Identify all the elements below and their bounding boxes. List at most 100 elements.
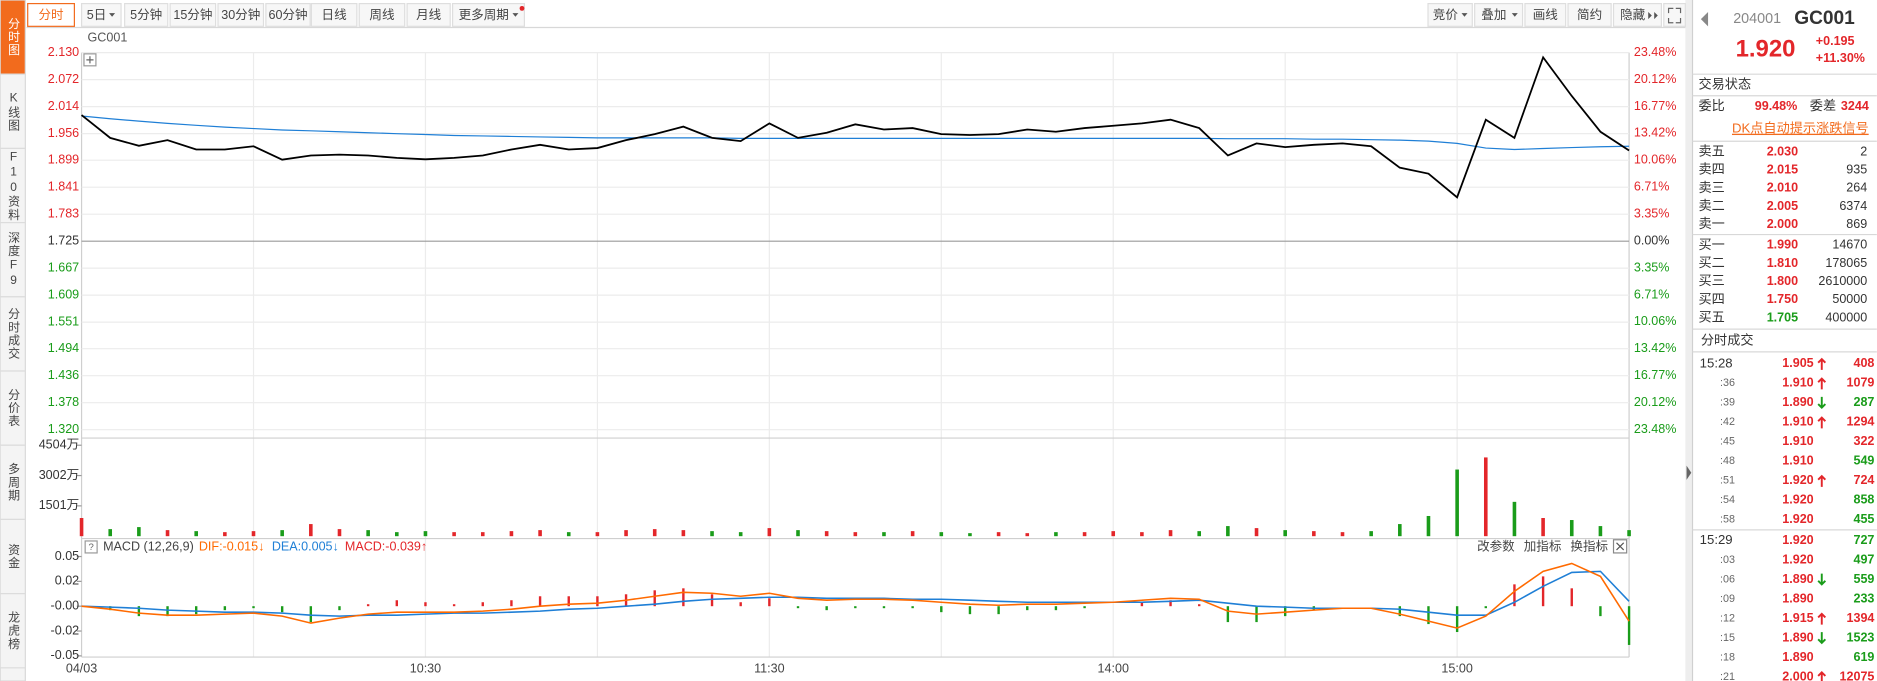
indicator-button[interactable]: 换指标 xyxy=(1570,539,1608,553)
period-button[interactable] xyxy=(80,2,122,27)
trade-arrow xyxy=(1817,396,1827,409)
period-button-label[interactable]: 15分钟 xyxy=(173,7,212,22)
trade-arrow xyxy=(1817,632,1827,645)
volume-bar xyxy=(1398,524,1402,537)
y-tick-label: 1.956 xyxy=(48,126,79,140)
period-button-label[interactable]: 周线 xyxy=(369,8,395,22)
last-price: 1.920 xyxy=(1736,36,1796,63)
stock-code: 204001 xyxy=(1733,11,1781,27)
y-tick-label: 1.609 xyxy=(48,287,79,301)
y-tick-label: 3002万 xyxy=(39,468,79,482)
trade-time: :12 xyxy=(1720,612,1735,624)
trade-price: 1.910 xyxy=(1782,434,1813,448)
volume-bar xyxy=(395,532,399,537)
y-tick-label: 2.130 xyxy=(48,45,79,59)
help-icon[interactable] xyxy=(84,540,98,554)
period-button[interactable] xyxy=(310,2,358,27)
period-button[interactable] xyxy=(27,2,75,27)
side-tab-label[interactable]: 分价表 xyxy=(7,388,21,428)
prev-icon[interactable] xyxy=(1700,11,1709,27)
y2-tick-label: 16.77% xyxy=(1634,99,1677,113)
period-button[interactable] xyxy=(169,2,217,27)
side-tab-label[interactable]: 分时图 xyxy=(7,17,21,57)
dif-label: DIF:-0.015↓ xyxy=(199,539,265,553)
book-price: 2.000 xyxy=(1767,217,1798,231)
splitter-arrow xyxy=(1686,465,1692,480)
fullscreen-button[interactable] xyxy=(1663,2,1686,27)
volume-bar xyxy=(223,532,227,537)
side-tab[interactable] xyxy=(0,444,26,521)
tool-button[interactable] xyxy=(1427,2,1473,27)
side-tab[interactable] xyxy=(0,593,26,669)
tool-button-label[interactable]: 隐藏 xyxy=(1620,8,1646,22)
tool-button-label[interactable]: 竞价 xyxy=(1433,7,1459,22)
indicator-button[interactable]: 加指标 xyxy=(1524,539,1562,553)
side-tab-label[interactable]: 龙虎榜 xyxy=(7,611,21,651)
period-button[interactable] xyxy=(217,2,265,27)
side-tab-label[interactable]: F10资料 xyxy=(7,150,21,222)
period-button-label[interactable]: 60分钟 xyxy=(268,7,307,22)
period-button[interactable] xyxy=(358,2,406,27)
period-button-label[interactable]: 月线 xyxy=(416,8,442,22)
side-tab-label[interactable]: 资金 xyxy=(7,543,21,570)
book-price: 1.990 xyxy=(1767,238,1798,252)
macd-bar xyxy=(710,594,714,607)
side-tab-label[interactable]: 多周期 xyxy=(7,462,21,502)
tool-button[interactable] xyxy=(1524,2,1567,27)
side-tab[interactable] xyxy=(0,147,26,224)
side-tab-label[interactable]: 分时成交 xyxy=(7,307,21,360)
tool-button[interactable] xyxy=(1474,2,1524,27)
side-tab[interactable] xyxy=(0,73,26,150)
period-button-label[interactable]: 30分钟 xyxy=(221,7,260,22)
volume-bar xyxy=(1312,531,1316,537)
trade-volume: 408 xyxy=(1853,356,1874,370)
tool-button[interactable] xyxy=(1612,2,1662,27)
volume-bar xyxy=(968,533,972,537)
trade-time: :18 xyxy=(1720,652,1735,664)
y-tick-label: -0.05 xyxy=(51,648,80,662)
macd-bar xyxy=(1198,604,1201,607)
notify-dot xyxy=(519,5,525,11)
indicator-button[interactable]: 改参数 xyxy=(1477,538,1515,553)
trade-price: 2.000 xyxy=(1782,669,1813,681)
tool-button[interactable] xyxy=(1567,2,1612,27)
tool-button-label[interactable]: 画线 xyxy=(1533,8,1559,22)
trade-time: :21 xyxy=(1720,671,1735,681)
period-button-label[interactable]: 5日 xyxy=(87,8,107,22)
volume-bar xyxy=(165,530,170,537)
period-button-label[interactable]: 分时 xyxy=(38,8,64,22)
side-tab-label[interactable]: K线图 xyxy=(7,91,21,133)
y2-tick-label: 23.48% xyxy=(1634,422,1677,436)
period-button[interactable] xyxy=(124,2,169,27)
splitter[interactable] xyxy=(1685,0,1693,681)
tool-button-label[interactable]: 叠加 xyxy=(1481,8,1506,22)
book-label: 买三 xyxy=(1698,273,1724,288)
volume-bar xyxy=(882,532,886,537)
tool-button-label[interactable]: 简约 xyxy=(1577,8,1602,22)
x-tick-label: 15:00 xyxy=(1441,661,1472,675)
macd-bar xyxy=(653,590,656,607)
macd-bar xyxy=(911,606,914,609)
side-tab[interactable] xyxy=(0,296,26,372)
period-button[interactable] xyxy=(406,2,451,27)
side-tab[interactable] xyxy=(0,370,26,446)
side-tab[interactable] xyxy=(0,222,26,298)
period-button-label[interactable]: 日线 xyxy=(322,8,348,22)
period-button[interactable] xyxy=(265,2,311,27)
macd-bar xyxy=(538,596,542,607)
signal-link[interactable]: DK点自动提示涨跌信号 xyxy=(1732,121,1869,136)
period-button-label[interactable]: 5分钟 xyxy=(130,7,162,22)
period-button-label[interactable]: 更多周期 xyxy=(459,8,509,22)
period-button[interactable] xyxy=(451,2,525,27)
book-volume: 178065 xyxy=(1825,256,1867,270)
side-tab-label[interactable]: 深度F9 xyxy=(7,231,21,288)
y2-tick-label: 13.42% xyxy=(1634,341,1677,355)
trade-volume: 1394 xyxy=(1847,611,1875,625)
dropdown-arrow xyxy=(1511,13,1518,17)
macd-bar xyxy=(825,606,828,611)
macd-bar xyxy=(137,606,141,617)
volume-bar xyxy=(1168,530,1173,537)
side-tab[interactable] xyxy=(0,518,26,595)
macd-bar xyxy=(1054,606,1058,611)
x-tick-label: 14:00 xyxy=(1098,661,1129,675)
